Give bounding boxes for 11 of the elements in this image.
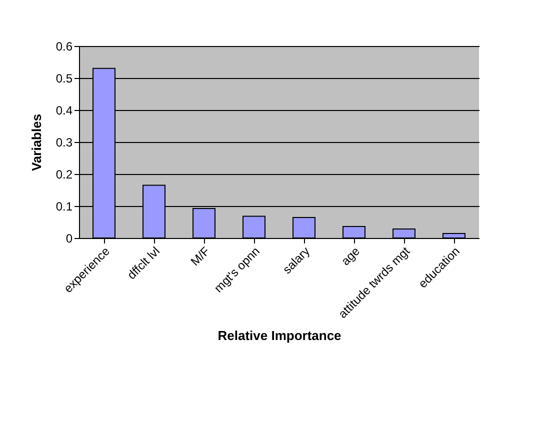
y-tick-label: 0.5 <box>56 72 73 86</box>
x-tick-label: age <box>338 244 363 268</box>
y-tick-label: 0.3 <box>56 136 73 150</box>
x-axis-title: Relative Importance <box>218 328 342 344</box>
x-tick-label: M/F <box>188 244 212 269</box>
y-tick-label: 0.4 <box>56 104 73 118</box>
y-tick-label: 0.6 <box>56 40 73 54</box>
y-tick-label: 0.2 <box>56 168 73 182</box>
y-tick-label: 0.1 <box>56 200 73 214</box>
y-tick-label: 0 <box>66 232 73 246</box>
y-axis-title: Variables <box>28 114 44 172</box>
